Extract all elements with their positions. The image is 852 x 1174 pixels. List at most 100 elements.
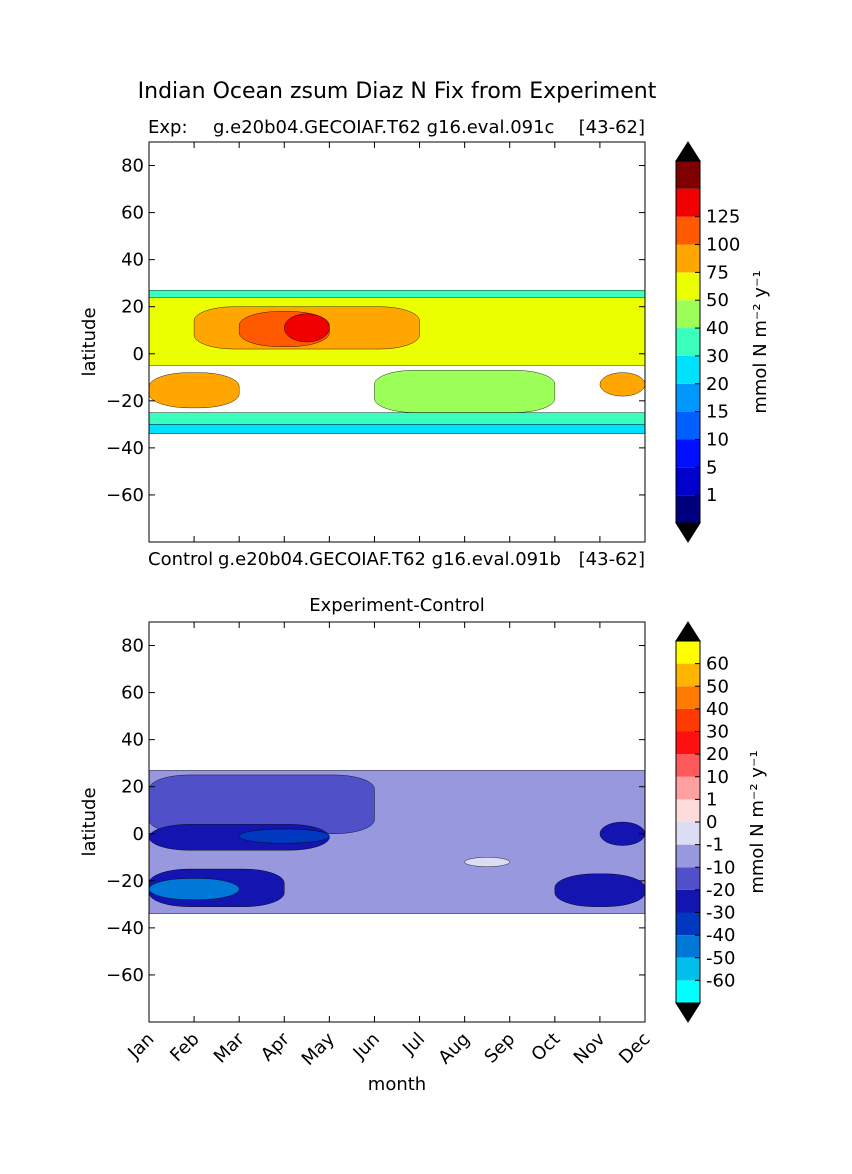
colorbar-tick-label: 100	[706, 235, 740, 256]
y-tick-label: −20	[106, 391, 144, 412]
colorbar-segment	[676, 216, 700, 245]
colorbar-tick-label: 30	[706, 722, 729, 743]
colorbar-tick-label: -10	[706, 857, 735, 878]
x-tick-label: Nov	[570, 1028, 610, 1068]
figure-title: Indian Ocean zsum Diaz N Fix from Experi…	[138, 79, 657, 104]
region-southern-band-east	[599, 372, 646, 397]
colorbar-tick-label: 0	[706, 812, 717, 833]
colorbar-tick-label: 40	[706, 318, 729, 339]
colorbar-extend-max	[675, 141, 701, 162]
top-panel-ylabel: latitude	[79, 307, 100, 376]
colorbar-segment	[676, 799, 700, 822]
region-south-core-west	[148, 878, 240, 900]
colorbar-segment	[676, 754, 700, 777]
bottom-panel-title-right: [43-62]	[579, 549, 645, 570]
colorbar-segment	[676, 300, 700, 329]
colorbar-tick-label: -60	[706, 970, 735, 991]
colorbar-tick-label: 125	[706, 207, 740, 228]
top-panel-ticks: 80 60 40 20 0 −20 −40 −60	[106, 142, 646, 542]
colorbar-tick-label: 15	[706, 402, 729, 423]
y-tick-label: −60	[106, 965, 144, 986]
x-tick-label: Jan	[123, 1029, 158, 1064]
bottom-panel-ylabel: latitude	[79, 787, 100, 856]
colorbar-segment	[676, 161, 700, 189]
y-tick-label: 80	[121, 156, 144, 177]
colorbar-segment	[676, 980, 700, 1003]
colorbar-segment	[676, 867, 700, 890]
y-tick-label: 0	[133, 824, 144, 845]
y-tick-label: −40	[106, 918, 144, 939]
bottom-panel-xlabel: month	[368, 1074, 426, 1095]
top-panel-title-center: g.e20b04.GECOIAF.T62 g16.eval.091c	[213, 117, 554, 138]
y-tick-label: −40	[106, 438, 144, 459]
y-tick-label: 40	[121, 250, 144, 271]
colorbar-segment	[676, 935, 700, 958]
colorbar-extend-max	[675, 621, 701, 642]
x-tick-label: Apr	[257, 1028, 294, 1065]
colorbar-tick-label: 20	[706, 374, 729, 395]
colorbar-extend-min	[675, 1002, 701, 1023]
region-southern-band-west	[148, 372, 240, 409]
colorbar-segment	[676, 411, 700, 440]
colorbar-segment	[676, 686, 700, 709]
colorbar-segment	[676, 708, 700, 732]
colorbar-segment	[676, 383, 700, 412]
colorbar-segment	[676, 663, 700, 687]
bottom-panel-title-center: g.e20b04.GECOIAF.T62 g16.eval.091b	[218, 549, 561, 570]
colorbar-segment	[676, 889, 700, 913]
y-tick-label: 60	[121, 203, 144, 224]
x-tick-label: Feb	[166, 1029, 203, 1066]
region-sep-small-change	[464, 857, 510, 867]
y-tick-label: −60	[106, 485, 144, 506]
bottom-colorbar-label: mmol N m⁻² y⁻¹	[747, 750, 768, 893]
colorbar-tick-label: 75	[706, 262, 729, 283]
colorbar-frame	[675, 160, 701, 524]
region-south-decrease-east	[554, 873, 646, 907]
colorbar-segment	[676, 355, 700, 384]
region-south-transition	[148, 412, 646, 425]
colorbar-segment	[676, 822, 700, 845]
colorbar-segment	[676, 272, 700, 301]
colorbar-segment	[676, 641, 700, 664]
colorbar-segment	[676, 244, 700, 273]
region-arabian-sea-peak	[284, 313, 330, 343]
colorbar-tick-label: -40	[706, 925, 735, 946]
bottom-panel-field	[148, 770, 646, 914]
bottom-panel-title-left: Control	[148, 549, 213, 570]
region-winter-minimum	[374, 370, 556, 413]
colorbar-tick-label: -20	[706, 880, 735, 901]
top-panel-title-right: [43-62]	[579, 117, 645, 138]
x-tick-label: Sep	[480, 1029, 519, 1068]
colorbar-tick-label: 20	[706, 744, 729, 765]
colorbar-tick-label: 10	[706, 429, 729, 450]
y-tick-label: 0	[133, 344, 144, 365]
x-tick-label: Mar	[210, 1028, 249, 1067]
x-tick-label: Aug	[434, 1029, 474, 1069]
top-colorbar-label: mmol N m⁻² y⁻¹	[750, 270, 771, 413]
colorbar-tick-label: 60	[706, 654, 729, 675]
colorbar-segment	[676, 188, 700, 217]
y-tick-label: 20	[121, 297, 144, 318]
region-south-edge	[148, 424, 646, 434]
colorbar-segment	[676, 328, 700, 356]
colorbar-tick-label: 30	[706, 346, 729, 367]
top-panel: Exp: g.e20b04.GECOIAF.T62 g16.eval.091c …	[79, 117, 771, 543]
colorbar-segment	[676, 731, 700, 755]
region-band-north-edge	[148, 290, 646, 298]
colorbar-segment	[676, 439, 700, 468]
x-tick-label: Jul	[398, 1029, 429, 1060]
top-panel-frame	[148, 141, 646, 543]
bottom-panel: latitude 80 60 40 20 0 −20 −40 −60 Jan Feb Mar Apr M…	[79, 621, 768, 1095]
y-tick-label: 40	[121, 730, 144, 751]
colorbar-tick-label: 50	[706, 676, 729, 697]
colorbar-tick-label: -1	[706, 835, 724, 856]
colorbar-segment	[676, 912, 700, 936]
x-tick-label: Jun	[349, 1029, 384, 1064]
colorbar-tick-label: 50	[706, 290, 729, 311]
top-panel-field	[148, 290, 646, 434]
x-tick-label: Oct	[527, 1029, 564, 1066]
colorbar-segment	[676, 467, 700, 496]
